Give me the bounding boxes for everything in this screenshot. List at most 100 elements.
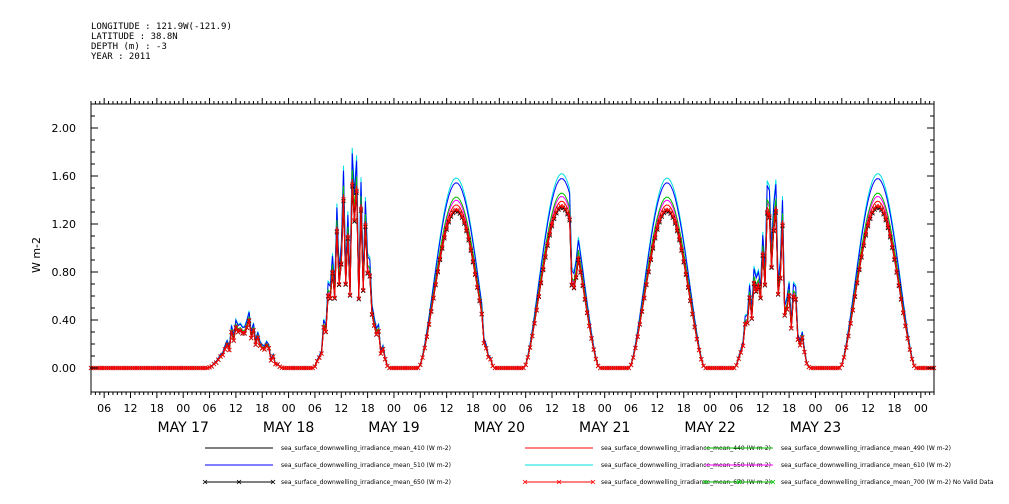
series-marker-7 <box>758 295 763 300</box>
series-marker-7 <box>633 345 638 351</box>
longitude-text: LONGITUDE : 121.9W(-121.9) <box>91 22 232 32</box>
series-marker-7 <box>468 247 474 252</box>
series-marker-7 <box>371 323 377 328</box>
series-marker-7 <box>674 227 680 233</box>
x-hour-label: 00 <box>492 402 506 415</box>
series-marker-7 <box>354 188 359 194</box>
series-marker-7 <box>740 343 746 348</box>
series-marker-7 <box>345 234 351 240</box>
series-marker-7 <box>251 327 256 333</box>
series-marker-7 <box>852 293 858 299</box>
series-marker-7 <box>233 325 239 330</box>
legend-label-3: sea_surface_downwelling_irradiance_mean_… <box>281 462 451 469</box>
legend-label-1: sea_surface_downwelling_irradiance_mean_… <box>601 445 771 452</box>
x-hour-label: 18 <box>361 402 375 415</box>
x-hour-label: 00 <box>808 402 822 415</box>
x-day-label: MAY 22 <box>684 420 735 436</box>
series-marker-7 <box>461 219 467 225</box>
x-hour-label: 00 <box>703 402 717 415</box>
series-marker-7 <box>328 295 333 301</box>
series-marker-7 <box>237 328 243 333</box>
series-marker-7 <box>569 282 575 287</box>
series-marker-7 <box>369 311 375 317</box>
series-marker-7 <box>356 296 362 301</box>
series-marker-7 <box>587 323 592 329</box>
series-marker-7 <box>259 345 265 351</box>
series-marker-7 <box>771 227 777 233</box>
x-hour-label: 00 <box>387 402 401 415</box>
series-marker-7 <box>890 244 895 250</box>
series-marker-7 <box>903 323 908 329</box>
series-marker-7 <box>323 329 329 335</box>
series-marker-7 <box>879 206 884 211</box>
axis-layer: 0.00 0.40 0.80 1.20 1.60 2.00 06 12 18 00 06 12 18 00… <box>52 98 935 436</box>
series-marker-7 <box>883 216 888 222</box>
series-marker-7 <box>376 328 381 334</box>
legend-label-5: sea_surface_downwelling_irradiance_mean_… <box>781 462 951 469</box>
series-marker-7 <box>764 209 770 215</box>
y-tick-label: 1.60 <box>52 170 77 183</box>
series-marker-7 <box>767 214 772 219</box>
series-marker-7 <box>224 342 230 347</box>
series-marker-7 <box>584 310 590 315</box>
x-hour-label: 06 <box>413 402 427 415</box>
series-line-3 <box>91 153 934 369</box>
series-marker-7 <box>668 209 673 215</box>
series-marker-7 <box>789 325 794 331</box>
series-marker-7 <box>352 217 357 223</box>
series-marker-7 <box>235 329 241 335</box>
series-marker-7 <box>659 212 665 218</box>
series-marker-7 <box>554 209 559 215</box>
series-marker-7 <box>802 349 807 355</box>
series-marker-7 <box>448 212 454 218</box>
series-marker-7 <box>881 210 886 216</box>
series-marker-7 <box>786 293 792 298</box>
series-marker-6 <box>356 296 362 302</box>
series-marker-7 <box>780 222 785 227</box>
series-marker-7 <box>367 273 373 278</box>
series-marker-7 <box>797 342 803 348</box>
series-marker-7 <box>444 225 449 231</box>
x-hour-label: 06 <box>308 402 322 415</box>
series-marker-7 <box>760 252 766 257</box>
x-hour-label: 06 <box>729 402 743 415</box>
series-marker-7 <box>736 356 741 361</box>
legend-label-4: sea_surface_downwelling_irradiance_mean_… <box>601 462 771 469</box>
series-marker-7 <box>628 362 634 368</box>
x-hour-label: 12 <box>229 402 243 415</box>
series-marker-7 <box>692 324 697 330</box>
series-marker-7 <box>314 358 320 364</box>
series-marker-7 <box>870 209 875 215</box>
x-hour-label: 12 <box>545 402 559 415</box>
series-marker-7 <box>578 269 583 274</box>
series-marker-7 <box>457 209 463 215</box>
series-marker-7 <box>475 284 480 290</box>
series-marker-7 <box>529 333 535 339</box>
series-marker-7 <box>341 197 346 202</box>
series-marker-7 <box>253 342 258 347</box>
series-marker-7 <box>762 282 768 287</box>
series-marker-7 <box>637 321 643 327</box>
series-marker-7 <box>347 292 353 298</box>
series-marker-7 <box>635 334 640 339</box>
series-marker-7 <box>565 210 570 216</box>
series-marker-7 <box>734 363 739 368</box>
legend-marker-6 <box>202 479 208 485</box>
series-marker-7 <box>424 334 430 339</box>
legend-label-7: sea_surface_downwelling_irradiance_mean_… <box>601 479 771 486</box>
series-marker-7 <box>646 268 651 274</box>
series-line-4 <box>91 147 934 369</box>
series-marker-6 <box>762 283 768 288</box>
x-day-label: MAY 21 <box>579 420 630 436</box>
series-marker-7 <box>894 269 899 274</box>
series-marker-7 <box>319 351 324 356</box>
y-axis-label: W m-2 <box>30 237 43 273</box>
series-marker-7 <box>593 356 599 362</box>
series-marker-7 <box>769 264 774 270</box>
series-marker-6 <box>360 288 366 294</box>
x-hour-label: 00 <box>176 402 190 415</box>
series-marker-7 <box>543 254 548 259</box>
series-marker-7 <box>749 316 755 321</box>
series-marker-7 <box>464 227 469 233</box>
series-line-1 <box>91 179 934 369</box>
